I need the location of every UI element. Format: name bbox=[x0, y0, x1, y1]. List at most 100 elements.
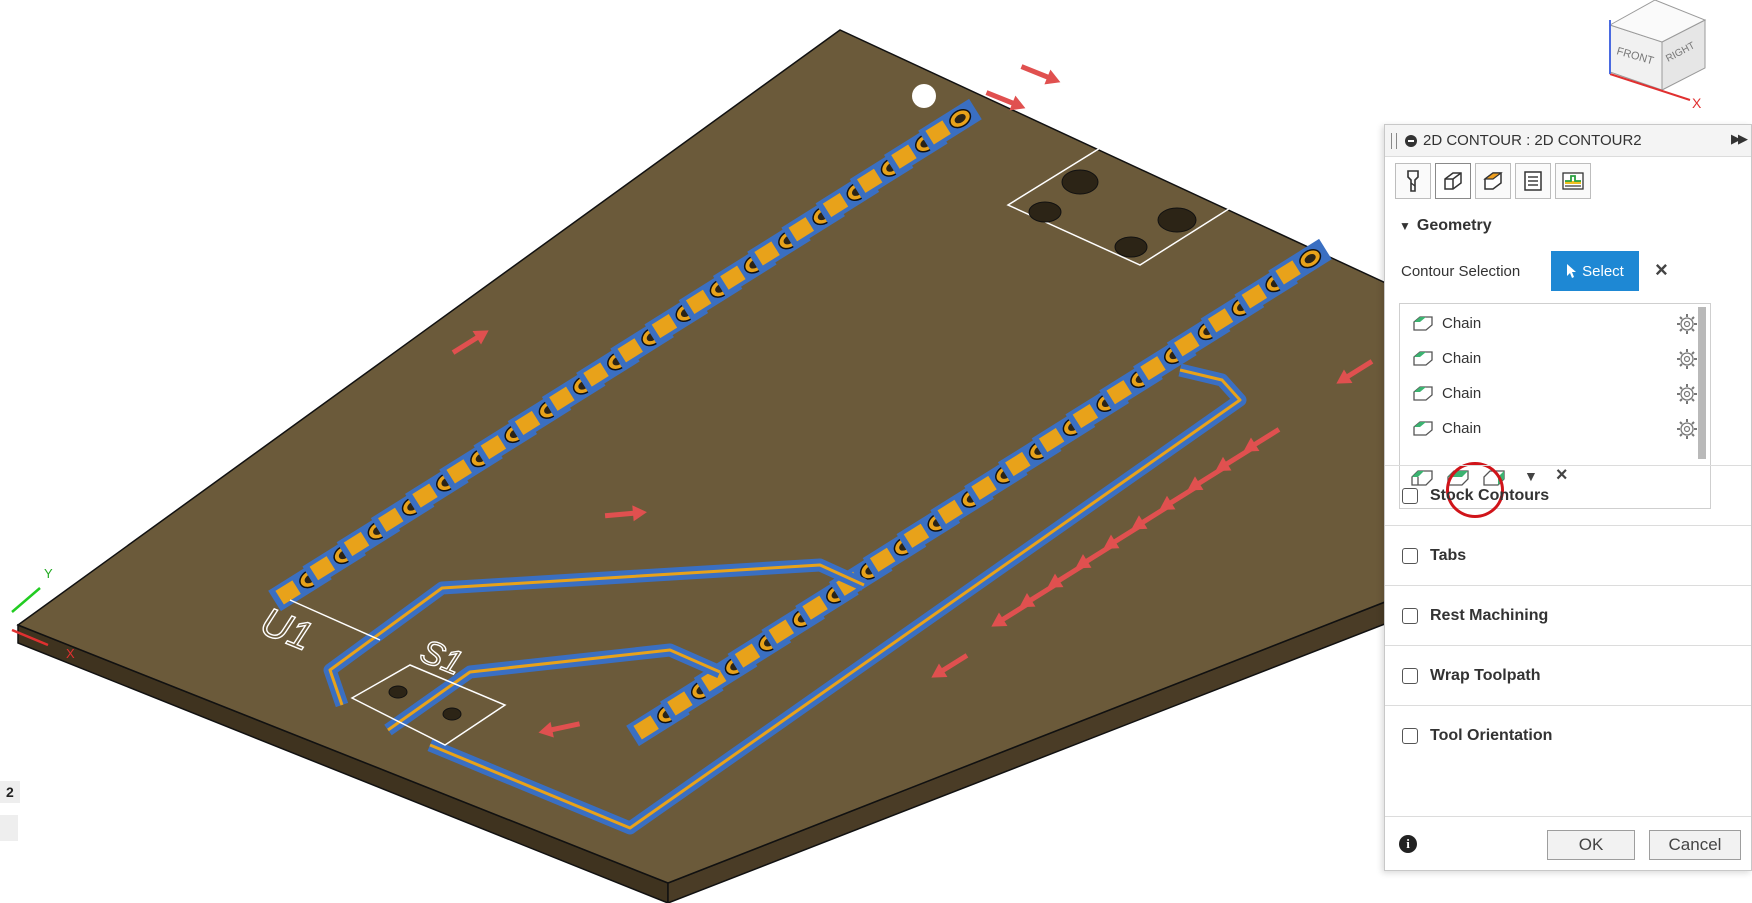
silkscreen-line bbox=[289, 599, 381, 641]
drill-hole bbox=[388, 685, 408, 699]
component-outline bbox=[1006, 144, 1237, 266]
pcb-board-top[interactable] bbox=[16, 29, 1391, 884]
y-axis-line bbox=[11, 587, 41, 613]
direction-arrow bbox=[1019, 582, 1057, 608]
option-tool-orientation[interactable]: Tool Orientation bbox=[1385, 705, 1751, 765]
chain-icon bbox=[1413, 386, 1433, 401]
direction-arrow bbox=[1020, 64, 1061, 85]
heights-icon bbox=[1483, 172, 1503, 190]
chain-label: Chain bbox=[1442, 314, 1482, 332]
rest-machining-checkbox[interactable] bbox=[1402, 607, 1418, 624]
collapse-icon[interactable] bbox=[1405, 134, 1417, 147]
cancel-button[interactable]: Cancel bbox=[1649, 830, 1741, 860]
tab-linking[interactable] bbox=[1555, 163, 1591, 199]
chain-add-icon[interactable] bbox=[1410, 465, 1436, 487]
direction-arrow bbox=[1336, 359, 1374, 384]
direction-arrow bbox=[538, 721, 581, 738]
option-label: Stock Contours bbox=[1430, 486, 1550, 504]
direction-arrow bbox=[931, 653, 969, 678]
chain-list-scrollbar[interactable] bbox=[1698, 307, 1706, 459]
switch-outline bbox=[350, 664, 507, 746]
option-label: Wrap Toolpath bbox=[1430, 666, 1541, 684]
collapse-triangle-icon: ▼ bbox=[1399, 219, 1411, 233]
geometry-section-header[interactable]: ▼ Geometry bbox=[1399, 217, 1492, 235]
clear-selection-icon[interactable]: × bbox=[1655, 257, 1668, 282]
dialog-tabs bbox=[1395, 163, 1591, 199]
viewcube-x-label: X bbox=[1692, 95, 1702, 110]
pad-row-left bbox=[268, 98, 982, 612]
option-stock-contours[interactable]: Stock Contours bbox=[1385, 465, 1751, 525]
contour-dialog: 2D CONTOUR : 2D CONTOUR2 ▶▶ ▼ Geometry Co… bbox=[1384, 124, 1752, 871]
wrap-toolpath-checkbox[interactable] bbox=[1402, 667, 1418, 684]
direction-arrow bbox=[1075, 543, 1113, 569]
chain-icon bbox=[1413, 421, 1433, 436]
chain-icon bbox=[1413, 351, 1433, 366]
chevron-down-icon[interactable]: ▼ bbox=[1524, 467, 1538, 484]
direction-arrow bbox=[604, 505, 647, 522]
expand-panel-icon[interactable]: ▶▶ bbox=[1731, 131, 1748, 146]
gear-icon[interactable] bbox=[1676, 348, 1698, 370]
tab-passes[interactable] bbox=[1515, 163, 1551, 199]
drill-hole bbox=[1061, 169, 1099, 195]
gear-icon[interactable] bbox=[1676, 418, 1698, 440]
geometry-icon bbox=[1444, 172, 1462, 190]
direction-arrow bbox=[1103, 524, 1141, 549]
info-icon[interactable]: i bbox=[1399, 835, 1417, 853]
dialog-header[interactable]: 2D CONTOUR : 2D CONTOUR2 ▶▶ bbox=[1385, 125, 1751, 157]
pcb-pad bbox=[918, 98, 982, 152]
direction-arrow bbox=[1187, 466, 1225, 491]
gear-icon[interactable] bbox=[1676, 313, 1698, 335]
direction-arrow bbox=[1215, 446, 1253, 472]
list-item[interactable]: Chain bbox=[1400, 409, 1697, 447]
pcb-trace bbox=[328, 563, 865, 706]
stock-contours-checkbox[interactable] bbox=[1402, 487, 1418, 504]
drag-grip-icon[interactable] bbox=[1391, 132, 1397, 149]
option-tabs[interactable]: Tabs bbox=[1385, 525, 1751, 585]
remove-chain-icon[interactable]: × bbox=[1555, 464, 1568, 486]
tab-geometry[interactable] bbox=[1435, 163, 1471, 199]
drill-hole bbox=[1114, 236, 1148, 258]
list-item[interactable]: Chain bbox=[1400, 374, 1697, 412]
select-button-label: Select bbox=[1582, 262, 1624, 280]
dialog-title: 2D CONTOUR : 2D CONTOUR2 bbox=[1423, 132, 1642, 149]
list-item[interactable]: Chain bbox=[1400, 339, 1697, 377]
gear-icon[interactable] bbox=[1676, 383, 1698, 405]
chain-label: Chain bbox=[1442, 349, 1482, 367]
tool-orientation-checkbox[interactable] bbox=[1402, 727, 1418, 744]
left-status-label-blank bbox=[0, 815, 18, 841]
viewcube-x-axis bbox=[1609, 73, 1691, 101]
passes-icon bbox=[1524, 171, 1542, 191]
x-axis-label: X bbox=[66, 646, 75, 661]
direction-arrow bbox=[991, 602, 1029, 627]
chain-label: Chain bbox=[1442, 384, 1482, 402]
cursor-icon bbox=[1567, 264, 1577, 278]
tab-tool[interactable] bbox=[1395, 163, 1431, 199]
chain-list[interactable]: Chain Chain Chain Chain ▼ × bbox=[1399, 303, 1711, 518]
direction-arrow bbox=[1047, 563, 1085, 588]
mounting-hole bbox=[912, 84, 936, 108]
pad-row-right bbox=[626, 238, 1332, 747]
ok-button[interactable]: OK bbox=[1547, 830, 1635, 860]
x-axis-line bbox=[11, 628, 49, 647]
tabs-checkbox[interactable] bbox=[1402, 547, 1418, 564]
viewcube[interactable]: FRONT RIGHT X bbox=[1600, 0, 1720, 110]
viewcube-top-face[interactable] bbox=[1608, 0, 1707, 43]
direction-arrow bbox=[451, 330, 489, 355]
list-item[interactable]: Chain bbox=[1400, 304, 1697, 342]
dialog-footer: i OK Cancel bbox=[1385, 816, 1751, 870]
pcb-trace bbox=[429, 368, 1242, 830]
chain-label: Chain bbox=[1442, 419, 1482, 437]
direction-arrow bbox=[1131, 505, 1169, 530]
select-contour-button[interactable]: Select bbox=[1551, 251, 1639, 291]
y-axis-label: Y bbox=[44, 566, 53, 581]
linking-icon bbox=[1562, 172, 1584, 190]
annotation-circle bbox=[1446, 462, 1504, 518]
option-label: Tabs bbox=[1430, 546, 1467, 564]
tab-heights[interactable] bbox=[1475, 163, 1511, 199]
toolpath-direction-arrows bbox=[451, 64, 1374, 738]
option-rest-machining[interactable]: Rest Machining bbox=[1385, 585, 1751, 645]
drill-hole bbox=[1157, 207, 1197, 233]
option-label: Rest Machining bbox=[1430, 606, 1549, 624]
option-wrap-toolpath[interactable]: Wrap Toolpath bbox=[1385, 645, 1751, 705]
